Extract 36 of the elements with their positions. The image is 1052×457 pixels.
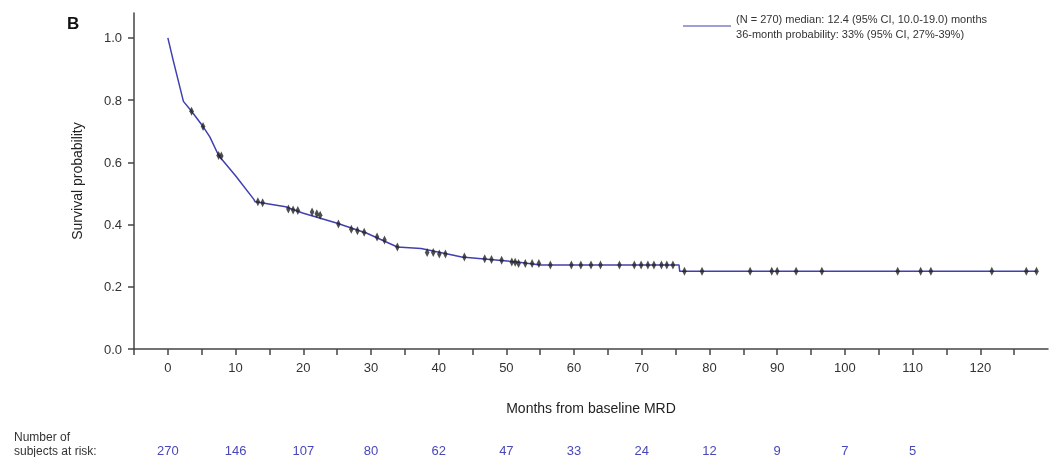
text: 9: [773, 442, 781, 457]
x-tick-label: 0: [164, 360, 172, 375]
x-tick-label: 50: [499, 360, 514, 375]
y-tick-label: 1.0: [103, 30, 122, 46]
x-tick-label: 70: [634, 360, 650, 375]
x-tick-label: 20: [296, 360, 311, 375]
text: 7: [841, 442, 849, 457]
x-tick-label: 100: [834, 360, 856, 375]
text: 47: [499, 442, 514, 457]
x-tick-label: 40: [431, 360, 446, 375]
x-tick-label: 10: [228, 360, 243, 375]
y-tick-label: 0.8: [103, 92, 122, 108]
text: 80: [363, 442, 379, 457]
y-tick-label: 0.0: [103, 341, 122, 357]
text: 24: [634, 442, 650, 457]
x-tick-label: 80: [702, 360, 717, 375]
text: 12: [702, 442, 717, 457]
text: 33: [566, 442, 582, 457]
y-axis-title: Survival probability: [69, 122, 85, 240]
y-tick-label: 0.2: [103, 279, 122, 295]
y-tick-label: 0.4: [103, 217, 122, 233]
x-tick-label: 120: [969, 360, 992, 375]
legend-label: (N = 270) median: 12.4 (95% CI, 10.0-19.0) months 36-month probability: 33% (95% CI, 27%-39%): [736, 12, 988, 40]
text: 146: [224, 442, 247, 457]
text: 5: [908, 442, 917, 457]
text: Number of subjects at risk:: [14, 430, 97, 457]
x-tick-label: 60: [566, 360, 582, 375]
y-tick-label: 0.6: [103, 154, 122, 170]
text: 270: [157, 442, 179, 457]
x-tick-label: 30: [363, 360, 379, 375]
x-tick-label: 90: [769, 360, 785, 375]
text: 107: [292, 442, 315, 457]
x-tick-label: 110: [902, 360, 923, 375]
text: 62: [431, 442, 446, 457]
chart-title: B: [67, 14, 80, 33]
x-axis-title: Months from baseline MRD: [506, 400, 676, 416]
